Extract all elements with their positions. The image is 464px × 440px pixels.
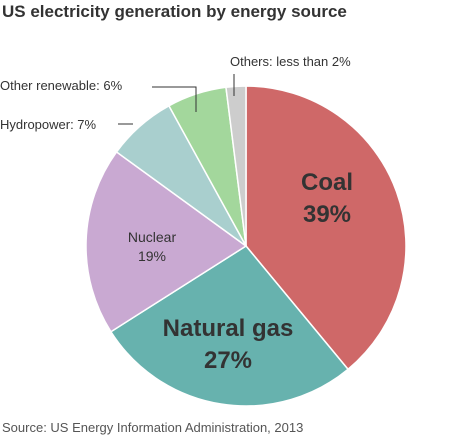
pie-slice-natural-gas: [110, 245, 349, 407]
pie-slice-coal: [245, 85, 407, 371]
slice-label-other-renewable: Other renewable: 6%: [0, 78, 123, 93]
pie-slice-others: [225, 85, 247, 247]
pie-slices: [85, 85, 407, 407]
pie-slice-nuclear: [85, 151, 247, 333]
slice-label-others: Others: less than 2%: [230, 54, 351, 69]
leader-lines: [118, 74, 235, 125]
slice-label-hydropower: Hydropower: 7%: [0, 117, 97, 132]
slice-label-natural-gas: Natural gas 27%: [163, 315, 294, 374]
slice-labels: Coal 39% Natural gas 27% Nuclear 19% Hydropowe…: [0, 54, 353, 374]
slice-label-coal: Coal 39%: [301, 169, 353, 228]
leader-line-other-renewable: [152, 86, 197, 112]
chart-title: US electricity generation by energy sour…: [2, 2, 347, 21]
slice-label-nuclear: Nuclear 19%: [128, 229, 177, 264]
source-note: Source: US Energy Information Administra…: [2, 420, 304, 435]
